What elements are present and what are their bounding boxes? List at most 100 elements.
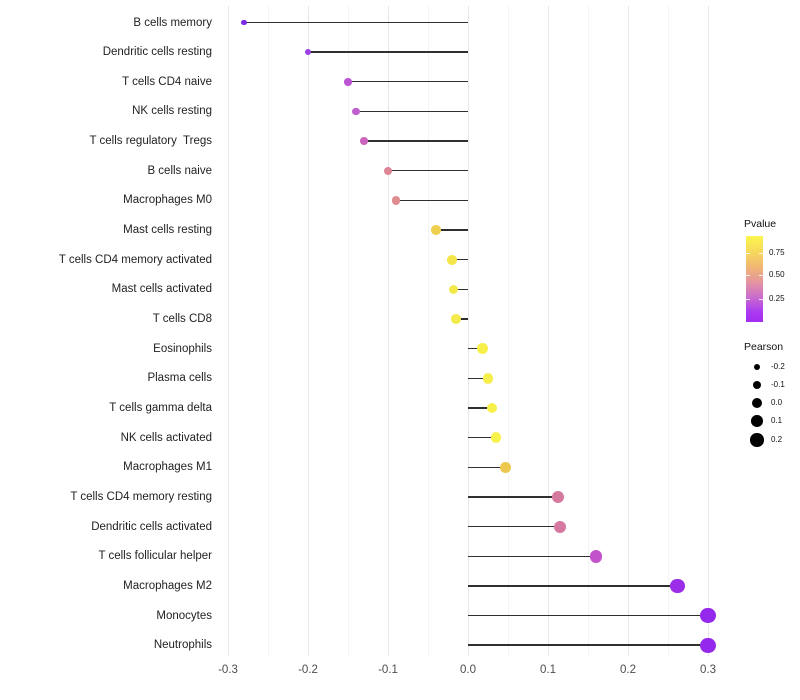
y-axis-label: Monocytes	[156, 609, 212, 622]
lollipop-dot	[383, 166, 393, 175]
lollipop-dot	[700, 607, 716, 624]
major-gridline	[387, 6, 389, 656]
y-axis-label: T cells CD8	[152, 313, 212, 325]
lollipop-dot	[448, 284, 459, 295]
x-axis-tick-label: 0.0	[460, 664, 476, 676]
y-axis-label: T cells regulatory Tregs	[89, 135, 212, 148]
lollipop-stem	[348, 81, 468, 83]
x-axis-tick-label: -0.3	[218, 664, 238, 676]
gradient-tick	[746, 275, 750, 276]
pvalue-tick-label: 0.50	[769, 270, 785, 279]
minor-gridline	[667, 6, 669, 656]
lollipop-dot	[552, 490, 565, 503]
lollipop-dot	[391, 196, 401, 205]
x-axis-tick-label: -0.2	[298, 664, 318, 676]
minor-gridline	[507, 6, 509, 656]
y-axis-label: Macrophages M0	[123, 194, 212, 207]
pvalue-legend-title: Pvalue	[744, 218, 777, 230]
pearson-size-dot	[752, 398, 762, 408]
lollipop-dot	[482, 373, 494, 384]
pvalue-tick-label: 0.25	[769, 294, 785, 303]
lollipop-stem	[468, 585, 678, 587]
lollipop-stem	[356, 110, 468, 113]
lollipop-dot	[431, 225, 441, 235]
lollipop-stem	[244, 21, 468, 24]
gradient-tick	[746, 253, 750, 254]
major-gridline	[547, 6, 549, 656]
y-axis-label: NK cells activated	[120, 431, 212, 444]
gradient-tick	[759, 253, 763, 254]
x-axis-tick-label: 0.3	[700, 664, 716, 676]
pearson-size-dot	[750, 433, 764, 447]
y-axis-label: Mast cells activated	[111, 283, 212, 296]
minor-gridline	[267, 6, 269, 656]
lollipop-stem	[468, 377, 488, 379]
lollipop-stem	[468, 496, 559, 498]
x-axis-tick-label: 0.2	[620, 664, 636, 676]
lollipop-dot	[589, 549, 603, 563]
lollipop-stem	[388, 170, 468, 172]
y-axis-label: Plasma cells	[147, 372, 212, 385]
lollipop-stem	[468, 436, 496, 439]
y-axis-label: Dendritic cells activated	[91, 520, 212, 533]
pvalue-tick-label: 0.75	[769, 248, 785, 257]
major-gridline	[307, 6, 309, 656]
lollipop-stem	[468, 614, 708, 617]
y-axis-label: T cells follicular helper	[98, 550, 212, 563]
lollipop-stem	[308, 51, 468, 53]
pearson-size-label: 0.2	[771, 435, 783, 444]
y-axis-label: Macrophages M1	[123, 461, 212, 474]
gradient-tick	[759, 275, 763, 276]
plot-panel	[220, 6, 716, 656]
lollipop-stem	[468, 466, 506, 468]
lollipop-stem	[468, 525, 560, 528]
x-axis-tick-label: -0.1	[378, 664, 398, 676]
lollipop-dot	[447, 254, 457, 265]
minor-gridline	[427, 6, 429, 656]
lollipop-stem	[468, 347, 483, 350]
lollipop-stem	[468, 555, 596, 557]
lollipop-dot	[554, 520, 566, 533]
pearson-size-label: -0.2	[771, 362, 785, 371]
minor-gridline	[587, 6, 589, 656]
lollipop-stem	[364, 140, 468, 142]
y-axis-label: T cells CD4 memory resting	[70, 490, 212, 503]
y-axis-label: Mast cells resting	[123, 224, 212, 237]
major-gridline	[627, 6, 629, 656]
lollipop-stem	[468, 644, 708, 646]
lollipop-dot	[344, 78, 352, 86]
y-axis-label: Eosinophils	[153, 342, 212, 355]
lollipop-stem	[468, 407, 492, 409]
lollipop-dot	[360, 137, 368, 145]
lollipop-stem	[396, 199, 468, 202]
lollipop-stem	[453, 288, 468, 291]
major-gridline	[707, 6, 709, 656]
lollipop-dot	[670, 578, 685, 594]
x-axis-tick-label: 0.1	[540, 664, 556, 676]
lollipop-dot	[500, 461, 511, 473]
lollipop-stem	[456, 318, 468, 320]
minor-gridline	[347, 6, 349, 656]
y-axis-label: B cells memory	[133, 16, 212, 29]
lollipop-dot	[490, 432, 502, 443]
lollipop-dot	[241, 19, 247, 26]
gradient-tick	[746, 299, 750, 300]
lollipop-dot	[486, 402, 498, 414]
pearson-size-label: 0.0	[771, 398, 783, 407]
lollipop-dot	[304, 48, 312, 56]
lollipop-stem	[452, 259, 468, 261]
y-axis-label: Neutrophils	[153, 639, 212, 652]
pearson-size-label: -0.1	[771, 380, 785, 389]
y-axis-label: Dendritic cells resting	[102, 46, 212, 59]
lollipop-dot	[700, 637, 716, 653]
lollipop-dot	[477, 343, 488, 354]
pearson-size-dot	[753, 363, 761, 371]
y-axis-label: T cells CD4 memory activated	[58, 253, 212, 266]
y-axis-label: T cells CD4 naive	[122, 75, 212, 88]
pvalue-gradient-bar	[746, 236, 763, 322]
y-axis-label: B cells naive	[147, 164, 212, 177]
gradient-tick	[759, 299, 763, 300]
lollipop-dot	[352, 107, 360, 116]
y-axis-label: Macrophages M2	[123, 579, 212, 592]
